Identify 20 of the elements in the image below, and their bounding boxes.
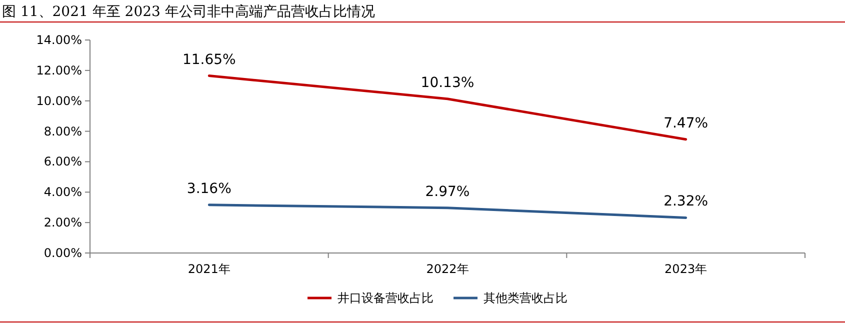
legend-label: 井口设备营收占比 xyxy=(338,291,434,305)
chart-title: 图 11、2021 年至 2023 年公司非中高端产品营收占比情况 xyxy=(2,4,375,20)
data-label: 2.97% xyxy=(425,184,470,200)
y-tick-label: 12.00% xyxy=(36,63,82,78)
data-label: 10.13% xyxy=(420,74,474,91)
y-tick-label: 14.00% xyxy=(36,33,82,47)
y-tick-label: 0.00% xyxy=(44,246,82,260)
legend-label: 其他类营收占比 xyxy=(484,291,568,305)
data-label: 3.16% xyxy=(186,180,232,197)
y-tick-label: 2.00% xyxy=(44,216,82,230)
y-tick-label: 10.00% xyxy=(36,94,82,108)
data-label: 2.32% xyxy=(664,194,708,210)
data-label: 7.47% xyxy=(664,115,708,132)
y-tick-label: 6.00% xyxy=(44,154,82,169)
x-tick-label: 2021年 xyxy=(188,262,230,276)
x-tick-label: 2023年 xyxy=(664,262,708,276)
x-tick-label: 2022年 xyxy=(426,262,469,276)
data-label: 11.65% xyxy=(182,52,236,68)
y-tick-label: 8.00% xyxy=(44,124,82,138)
y-tick-label: 4.00% xyxy=(44,185,82,200)
